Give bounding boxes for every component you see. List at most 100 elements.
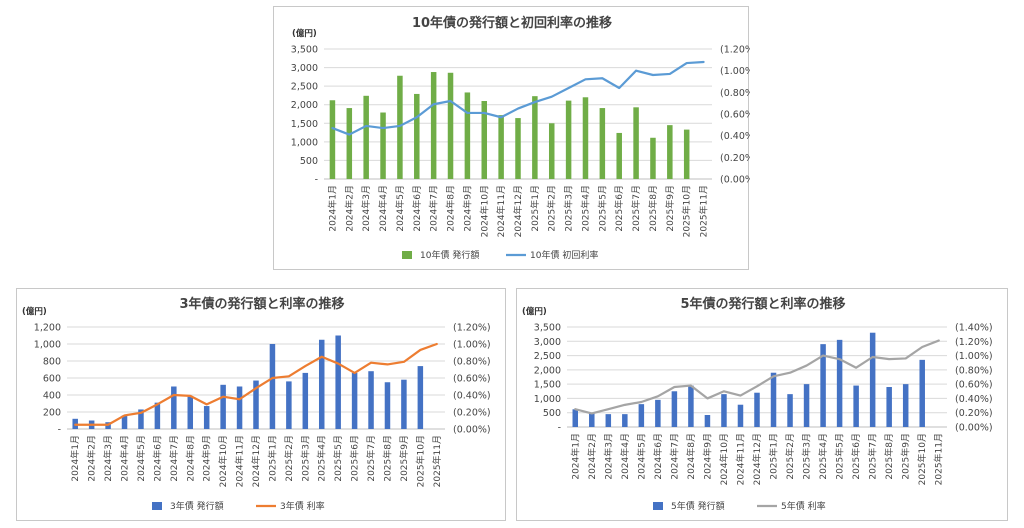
- bar: [401, 379, 407, 429]
- bar: [599, 108, 606, 179]
- y-left-tick-label: 3,500: [291, 45, 318, 56]
- x-tick-label: 2024年6月: [151, 435, 163, 482]
- x-tick-label: 2024年9月: [201, 435, 213, 482]
- bar: [171, 386, 177, 429]
- x-tick-label: 2024年5月: [635, 433, 647, 480]
- bar: [548, 123, 555, 179]
- bar: [721, 394, 727, 427]
- bar: [655, 399, 661, 427]
- x-tick-label: 2025年9月: [398, 435, 410, 482]
- bar: [770, 372, 777, 427]
- x-tick-label: 2024年12月: [512, 185, 524, 237]
- legend-label: 5年債 発行額: [671, 500, 725, 512]
- bar: [683, 129, 690, 179]
- bar: [447, 72, 454, 179]
- bar: [368, 371, 374, 429]
- chart-title: 10年債の発行額と初回利率の推移: [412, 15, 612, 31]
- bar: [346, 108, 353, 179]
- bar: [302, 372, 309, 429]
- x-tick-label: 2024年2月: [86, 435, 98, 482]
- bar: [886, 387, 892, 427]
- x-tick-label: 2025年5月: [332, 435, 344, 482]
- bar: [329, 100, 336, 179]
- y-right-tick-label: (1.20%): [955, 337, 993, 348]
- x-tick-label: 2025年7月: [365, 435, 377, 482]
- x-tick-label: 2025年1月: [266, 435, 278, 482]
- legend-label: 10年債 発行額: [420, 249, 479, 261]
- x-tick-label: 2025年10月: [681, 185, 693, 237]
- x-tick-label: 2025年1月: [529, 185, 541, 232]
- bar: [737, 404, 744, 427]
- five-year-chart: 5年債の発行額と利率の推移 (億円) - 500 1,000 1,500 2,000 2,50…: [522, 296, 993, 512]
- y-left-tick-label: -: [315, 175, 318, 186]
- legend-swatch: [653, 502, 663, 510]
- bar: [836, 339, 843, 427]
- x-tick-label: 2025年8月: [883, 433, 895, 480]
- y-left-tick-label: 400: [43, 391, 61, 402]
- bar: [589, 413, 595, 427]
- bar: [380, 112, 386, 179]
- x-tick-label: 2024年11月: [234, 435, 246, 487]
- legend-label: 5年債 利率: [781, 500, 826, 512]
- three-year-chart: 3年債の発行額と利率の推移 (億円) - 200 400 600 800 1,000 1,200…: [22, 296, 491, 512]
- x-tick-label: 2025年1月: [768, 433, 780, 480]
- x-tick-label: 2024年1月: [69, 435, 81, 482]
- y-right-tick-label: (0.00%): [955, 423, 993, 434]
- bar: [269, 344, 276, 429]
- y-right-tick-label: (0.40%): [453, 391, 491, 402]
- x-tick-label: 2025年9月: [900, 433, 912, 480]
- y-left-tick-label: 3,500: [534, 323, 561, 334]
- bar: [853, 385, 859, 427]
- y-left-tick-label: 2,500: [534, 351, 561, 362]
- bar: [704, 415, 711, 427]
- bar: [220, 384, 226, 429]
- bar: [803, 384, 810, 427]
- x-tick-label: 2024年1月: [326, 185, 338, 232]
- x-tick-label: 2024年1月: [569, 433, 581, 480]
- bar: [565, 100, 572, 179]
- x-tick-label: 2025年4月: [316, 435, 328, 482]
- x-tick-label: 2025年10月: [916, 433, 928, 485]
- x-tick-label: 2025年6月: [613, 185, 625, 232]
- y-left-tick-label: 1,000: [291, 137, 318, 148]
- y-right-tick-label: (0.20%): [453, 408, 491, 419]
- five-year-chart-panel: 5年債の発行額と利率の推移 (億円) - 500 1,000 1,500 2,000 2,50…: [516, 288, 1008, 521]
- bar: [787, 394, 793, 427]
- y-left-tick-label: 1,500: [534, 380, 561, 391]
- legend-label: 3年債 発行額: [170, 500, 224, 512]
- chart-title: 3年債の発行額と利率の推移: [179, 296, 344, 312]
- x-tick-label: 2025年4月: [817, 433, 829, 480]
- bar: [582, 97, 589, 179]
- x-tick-label: 2025年6月: [850, 433, 862, 480]
- bar: [351, 372, 358, 429]
- x-tick-label: 2024年10月: [478, 185, 490, 237]
- bar: [464, 92, 471, 179]
- bar: [633, 107, 639, 179]
- x-tick-label: 2025年6月: [349, 435, 361, 482]
- y-left-tick-label: 200: [43, 408, 61, 419]
- y-right-tick-label: (0.80%): [453, 357, 491, 368]
- bar: [622, 414, 628, 427]
- y-left-tick-label: -: [58, 425, 61, 436]
- x-tick-label: 2025年2月: [784, 433, 796, 480]
- x-tick-label: 2024年5月: [135, 435, 147, 482]
- bar: [363, 95, 369, 179]
- bar: [121, 415, 128, 429]
- x-tick-label: 2024年2月: [586, 433, 598, 480]
- y-right-tick-label: (0.60%): [955, 380, 993, 391]
- bar: [616, 132, 622, 179]
- x-tick-label: 2024年2月: [343, 185, 355, 232]
- y-left-tick-label: 500: [300, 156, 318, 167]
- bar: [236, 386, 243, 429]
- x-tick-label: 2024年10月: [718, 433, 730, 485]
- y-right-tick-label: (1.40%): [955, 323, 993, 334]
- x-tick-label: 2024年4月: [619, 433, 631, 480]
- y-axis-unit-label: (億円): [22, 306, 47, 317]
- y-left-tick-label: 1,000: [34, 340, 61, 351]
- bar: [187, 396, 194, 429]
- y-right-tick-label: (0.60%): [453, 374, 491, 385]
- x-tick-label: 2025年3月: [299, 435, 311, 482]
- x-tick-label: 2025年2月: [283, 435, 295, 482]
- y-axis-unit-label: (億円): [522, 306, 547, 317]
- y-left-tick-label: 600: [43, 374, 61, 385]
